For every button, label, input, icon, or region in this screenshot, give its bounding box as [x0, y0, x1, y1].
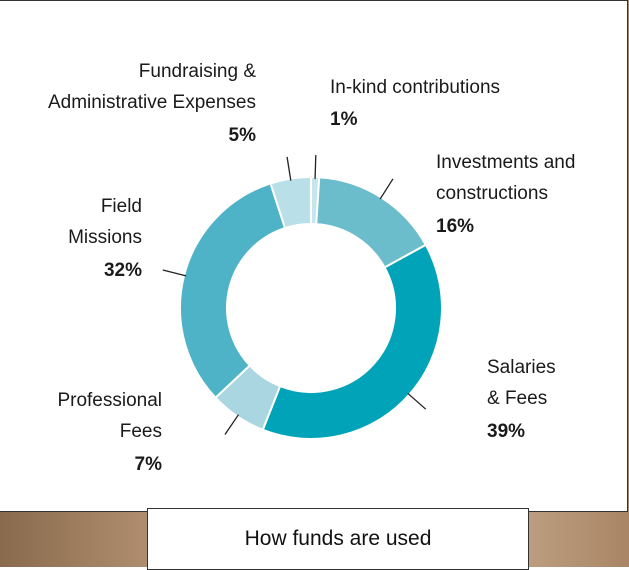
value-label: 5%: [229, 125, 257, 146]
segment-label: & Fees: [487, 388, 547, 409]
segment-label: Administrative Expenses: [48, 92, 256, 113]
segment-label: Professional: [57, 390, 162, 411]
value-label: 1%: [330, 109, 358, 130]
segment-label: Field: [101, 196, 142, 217]
leader-line: [407, 392, 427, 410]
value-label: 7%: [135, 454, 163, 475]
segment-label: In-kind contributions: [330, 77, 500, 98]
donut-segment: [269, 175, 312, 230]
segment-label: constructions: [436, 183, 548, 204]
leader-line: [286, 156, 292, 181]
chart-title: How funds are used: [244, 527, 432, 550]
segment-label: Fees: [120, 421, 162, 442]
donut-segment: [261, 243, 443, 440]
value-label: 32%: [104, 260, 142, 281]
segment-label: Fundraising &: [139, 61, 257, 82]
leader-line: [162, 269, 187, 277]
caption-box: How funds are used: [147, 508, 529, 570]
value-label: 16%: [436, 216, 474, 237]
segment-label: Investments and: [436, 152, 575, 173]
leader-line: [224, 414, 240, 435]
donut-segment: [179, 182, 287, 400]
segment-label: Missions: [68, 227, 142, 248]
leader-line: [379, 178, 394, 200]
value-label: 39%: [487, 421, 525, 442]
leader-line: [314, 155, 317, 180]
segment-label: Salaries: [487, 357, 556, 378]
